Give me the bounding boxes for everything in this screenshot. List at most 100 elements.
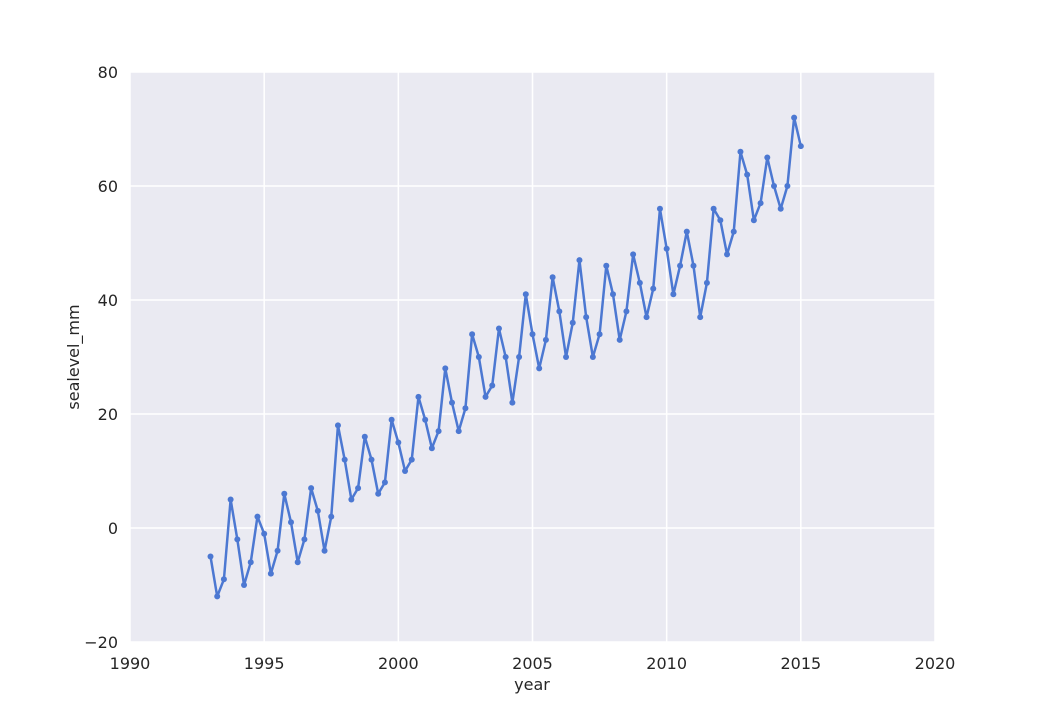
data-point — [630, 251, 637, 258]
x-tick-label: 2005 — [512, 654, 553, 673]
y-tick-label: 40 — [98, 291, 118, 310]
data-point — [744, 171, 751, 178]
data-point — [670, 291, 677, 298]
data-point — [314, 507, 321, 514]
data-point — [321, 547, 328, 554]
data-point — [757, 200, 764, 207]
data-point — [750, 217, 757, 224]
data-point — [522, 291, 529, 298]
data-point — [643, 314, 650, 321]
x-axis-label: year — [514, 675, 550, 694]
data-point — [764, 154, 771, 161]
data-point — [536, 365, 543, 372]
data-point — [281, 490, 288, 497]
x-tick-label: 1995 — [244, 654, 285, 673]
data-point — [771, 183, 777, 189]
data-point — [717, 217, 724, 224]
data-point — [542, 336, 549, 343]
data-point — [375, 490, 382, 497]
data-point — [502, 354, 509, 360]
data-point — [516, 354, 523, 360]
data-point — [341, 456, 348, 463]
y-tick-label: −20 — [84, 633, 118, 652]
data-point — [334, 422, 341, 429]
data-point — [355, 485, 362, 492]
data-point — [549, 274, 556, 281]
data-point — [288, 519, 294, 526]
data-point — [368, 456, 375, 463]
data-point — [616, 336, 623, 343]
x-tick-label: 1990 — [110, 654, 151, 673]
x-tick-label: 2010 — [646, 654, 687, 673]
data-point — [663, 245, 670, 252]
data-point — [462, 405, 469, 412]
data-point — [261, 530, 268, 537]
data-point — [482, 393, 489, 400]
data-point — [207, 553, 214, 560]
data-point — [301, 536, 308, 543]
data-point — [449, 399, 455, 406]
data-point — [690, 262, 697, 269]
data-point — [234, 536, 241, 543]
data-point — [489, 382, 496, 389]
data-point — [402, 468, 409, 474]
data-point — [214, 593, 221, 600]
data-point — [623, 308, 630, 315]
data-point — [455, 428, 462, 435]
data-point — [328, 513, 335, 520]
data-point — [636, 279, 643, 286]
data-point — [308, 485, 315, 492]
data-point — [703, 279, 710, 286]
data-point — [697, 314, 704, 321]
data-point — [408, 456, 415, 463]
x-tick-label: 2015 — [780, 654, 821, 673]
y-tick-label: 20 — [98, 405, 118, 424]
data-point — [274, 547, 281, 554]
x-tick-label: 2000 — [378, 654, 419, 673]
data-point — [469, 331, 476, 338]
data-point — [227, 496, 234, 503]
data-point — [737, 148, 744, 155]
data-point — [563, 354, 570, 360]
data-point — [247, 559, 254, 566]
data-point — [294, 559, 301, 566]
data-point — [784, 183, 791, 189]
data-point — [777, 205, 784, 212]
data-point — [422, 416, 429, 423]
data-point — [267, 570, 274, 577]
data-point — [361, 433, 368, 440]
data-point — [569, 319, 576, 326]
data-point — [495, 325, 502, 332]
data-point — [583, 314, 590, 321]
data-point — [435, 428, 442, 435]
y-tick-label: 60 — [98, 177, 118, 196]
data-point — [603, 262, 610, 269]
data-point — [529, 331, 536, 338]
data-point — [254, 513, 261, 520]
data-point — [509, 399, 516, 406]
data-point — [442, 365, 449, 372]
data-point — [683, 228, 690, 235]
y-axis-label: sealevel_mm — [64, 304, 84, 409]
data-point — [388, 416, 395, 423]
data-point — [576, 257, 583, 264]
data-point — [730, 228, 737, 235]
data-point — [556, 308, 563, 315]
data-point — [797, 143, 804, 150]
data-point — [724, 251, 731, 258]
y-tick-label: 0 — [108, 519, 118, 538]
data-point — [589, 354, 596, 360]
data-point — [596, 331, 603, 338]
data-point — [791, 114, 798, 121]
data-point — [610, 291, 616, 298]
data-point — [415, 393, 422, 400]
x-tick-label: 2020 — [915, 654, 956, 673]
data-point — [656, 205, 663, 212]
data-point — [348, 496, 355, 503]
y-tick-label: 80 — [98, 63, 118, 82]
data-point — [428, 445, 435, 452]
data-point — [710, 205, 717, 212]
data-point — [381, 479, 388, 486]
data-point — [220, 576, 227, 583]
